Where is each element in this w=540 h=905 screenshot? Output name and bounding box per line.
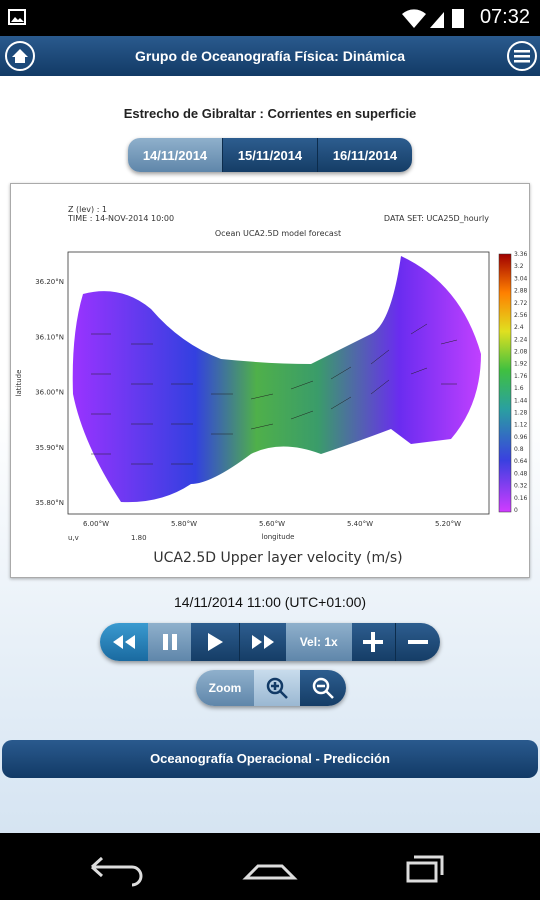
status-bar: 07:32	[0, 0, 540, 36]
plot-text: 36.10°N	[35, 333, 64, 341]
plot-text: 2.88	[514, 288, 528, 295]
colorbar	[498, 253, 512, 513]
recents-button[interactable]	[406, 855, 444, 883]
current-vectors	[91, 323, 458, 465]
nav-icons	[90, 855, 444, 887]
forward-button[interactable]	[239, 623, 286, 661]
date-tab[interactable]: 16/11/2014	[317, 138, 412, 172]
play-button[interactable]	[191, 623, 240, 661]
rewind-button[interactable]	[100, 623, 148, 661]
plot-text: 35.90°N	[35, 444, 64, 452]
plot-text: 1.80	[131, 534, 147, 542]
plot-frame	[67, 251, 490, 515]
plot-text: 6.00°W	[83, 520, 109, 528]
speed-down-button[interactable]	[395, 623, 440, 661]
plot-text: 3.04	[514, 275, 528, 282]
clock: 07:32	[479, 6, 530, 28]
plot-text: 5.40°W	[347, 520, 373, 528]
pause-button[interactable]	[147, 623, 192, 661]
navigation-bar	[0, 833, 540, 900]
plot-text: 1.12	[514, 422, 528, 429]
footer-bar[interactable]: Oceanografía Operacional - Predicción	[2, 740, 538, 778]
timestamp: 14/11/2014 11:00 (UTC+01:00)	[173, 594, 367, 610]
current-field	[72, 256, 481, 503]
status-icons	[402, 9, 464, 28]
plot-text: 0.48	[514, 470, 528, 477]
zoom-label: Zoom	[196, 670, 254, 706]
zoom-controls: Zoom	[196, 670, 346, 706]
date-tabs: 14/11/2014 15/11/2014 16/11/2014	[128, 138, 412, 172]
date-tab[interactable]: 14/11/2014	[128, 138, 222, 172]
plot-text: 1.44	[514, 397, 528, 404]
plot-text: 0.16	[514, 495, 528, 502]
plot-text: 1.76	[514, 373, 528, 380]
plot-text: 2.4	[514, 324, 524, 331]
app-header: Grupo de Oceanografía Física: Dinámica	[0, 36, 540, 76]
playback-controls: Vel: 1x	[100, 623, 440, 661]
plot-text: 5.20°W	[435, 520, 461, 528]
plot-text: 36.20°N	[35, 278, 64, 286]
map-title: Estrecho de Gibraltar : Corrientes en su…	[123, 106, 417, 121]
plot-text: 3.2	[514, 263, 524, 270]
plot-text: DATA SET: UCA25D_hourly	[384, 214, 489, 223]
plot-text: TIME : 14-NOV-2014 10:00	[67, 214, 174, 223]
plot-text: 1.6	[514, 385, 524, 392]
plot-text: 0.64	[514, 458, 528, 465]
forecast-image: Z (lev) : 1 TIME : 14-NOV-2014 10:00 DATA …	[10, 183, 530, 578]
speed-label: Vel: 1x	[285, 623, 352, 661]
plot-text: 0	[514, 507, 518, 514]
plot-text: longitude	[262, 533, 295, 541]
back-button[interactable]	[90, 856, 143, 887]
plot-text: Ocean UCA2.5D model forecast	[215, 229, 341, 238]
plot-text: 2.24	[514, 336, 528, 343]
plot-text: Z (lev) : 1	[68, 205, 107, 214]
zoom-out-button[interactable]	[300, 670, 346, 706]
zoom-in-button[interactable]	[254, 670, 300, 706]
plot-text: u,v	[68, 534, 79, 542]
plot-text: 2.56	[514, 312, 528, 319]
plot-text: 5.60°W	[259, 520, 285, 528]
plot-text: 3.36	[514, 251, 528, 258]
plot-text: 36.00°N	[35, 389, 64, 397]
plot-text: 0.8	[514, 446, 524, 453]
date-tab[interactable]: 15/11/2014	[222, 138, 317, 172]
plot-text: 0.96	[514, 434, 528, 441]
plot-text: 1.28	[514, 409, 528, 416]
home-nav-button[interactable]	[242, 864, 298, 880]
home-button[interactable]	[4, 40, 36, 72]
gallery-icon	[8, 9, 26, 25]
plot-text: UCA2.5D Upper layer velocity (m/s)	[153, 550, 402, 566]
plot-text: 2.72	[514, 300, 528, 307]
plot-text: 35.80°N	[35, 499, 64, 507]
plot-text: 5.80°W	[171, 520, 197, 528]
menu-button[interactable]	[506, 40, 538, 72]
plot-text: latitude	[15, 370, 23, 397]
plot-text: 1.92	[514, 361, 528, 368]
plot-text: 0.32	[514, 483, 528, 490]
plot-text: 2.08	[514, 349, 528, 356]
speed-up-button[interactable]	[351, 623, 396, 661]
header-title: Grupo de Oceanografía Física: Dinámica	[135, 48, 405, 64]
